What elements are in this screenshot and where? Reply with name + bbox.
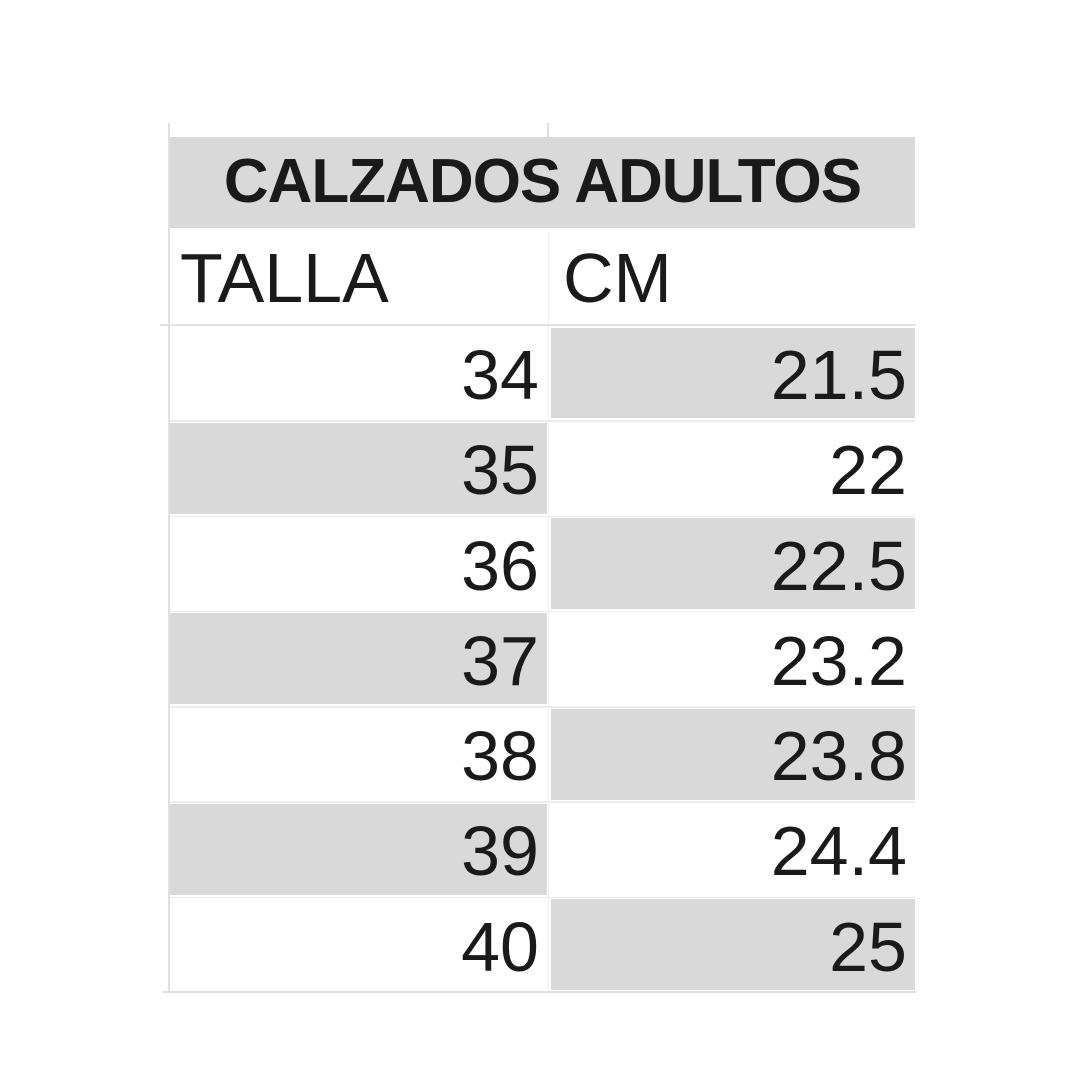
cell-cm: 23.2 [551, 613, 915, 705]
cell-cm: 24.4 [551, 804, 915, 895]
cell-cm: 22 [551, 422, 915, 514]
cell-talla: 34 [170, 327, 547, 419]
cell-talla: 36 [170, 518, 547, 609]
cell-cm: 21.5 [551, 327, 915, 419]
table-title: CALZADOS ADULTOS [170, 137, 915, 228]
gridline-row-boundary [170, 896, 915, 899]
gridline-row-boundary [170, 420, 915, 422]
cell-talla: 39 [170, 804, 547, 895]
column-header-talla: TALLA [170, 232, 547, 324]
size-chart-table: CALZADOS ADULTOS TALLA CM 34 21.5 35 22 … [170, 137, 915, 991]
gridline-row-boundary [170, 515, 915, 517]
gridline-table-bottom [163, 991, 916, 993]
cell-talla: 38 [170, 708, 547, 800]
gridline-row-boundary [170, 610, 915, 613]
gridline-row-boundary [170, 706, 915, 708]
cell-cm: 22.5 [551, 518, 915, 609]
cell-cm: 25 [551, 899, 915, 991]
cell-cm: 23.8 [551, 708, 915, 800]
cell-talla: 37 [170, 613, 547, 705]
column-header-cm: CM [551, 232, 915, 324]
cell-talla: 35 [170, 422, 547, 514]
gridline-row-boundary [170, 801, 915, 803]
gridline-column-tick [547, 123, 549, 138]
gridline-under-header [160, 324, 916, 326]
cell-talla: 40 [170, 899, 547, 991]
gridline-left-edge [168, 123, 170, 993]
